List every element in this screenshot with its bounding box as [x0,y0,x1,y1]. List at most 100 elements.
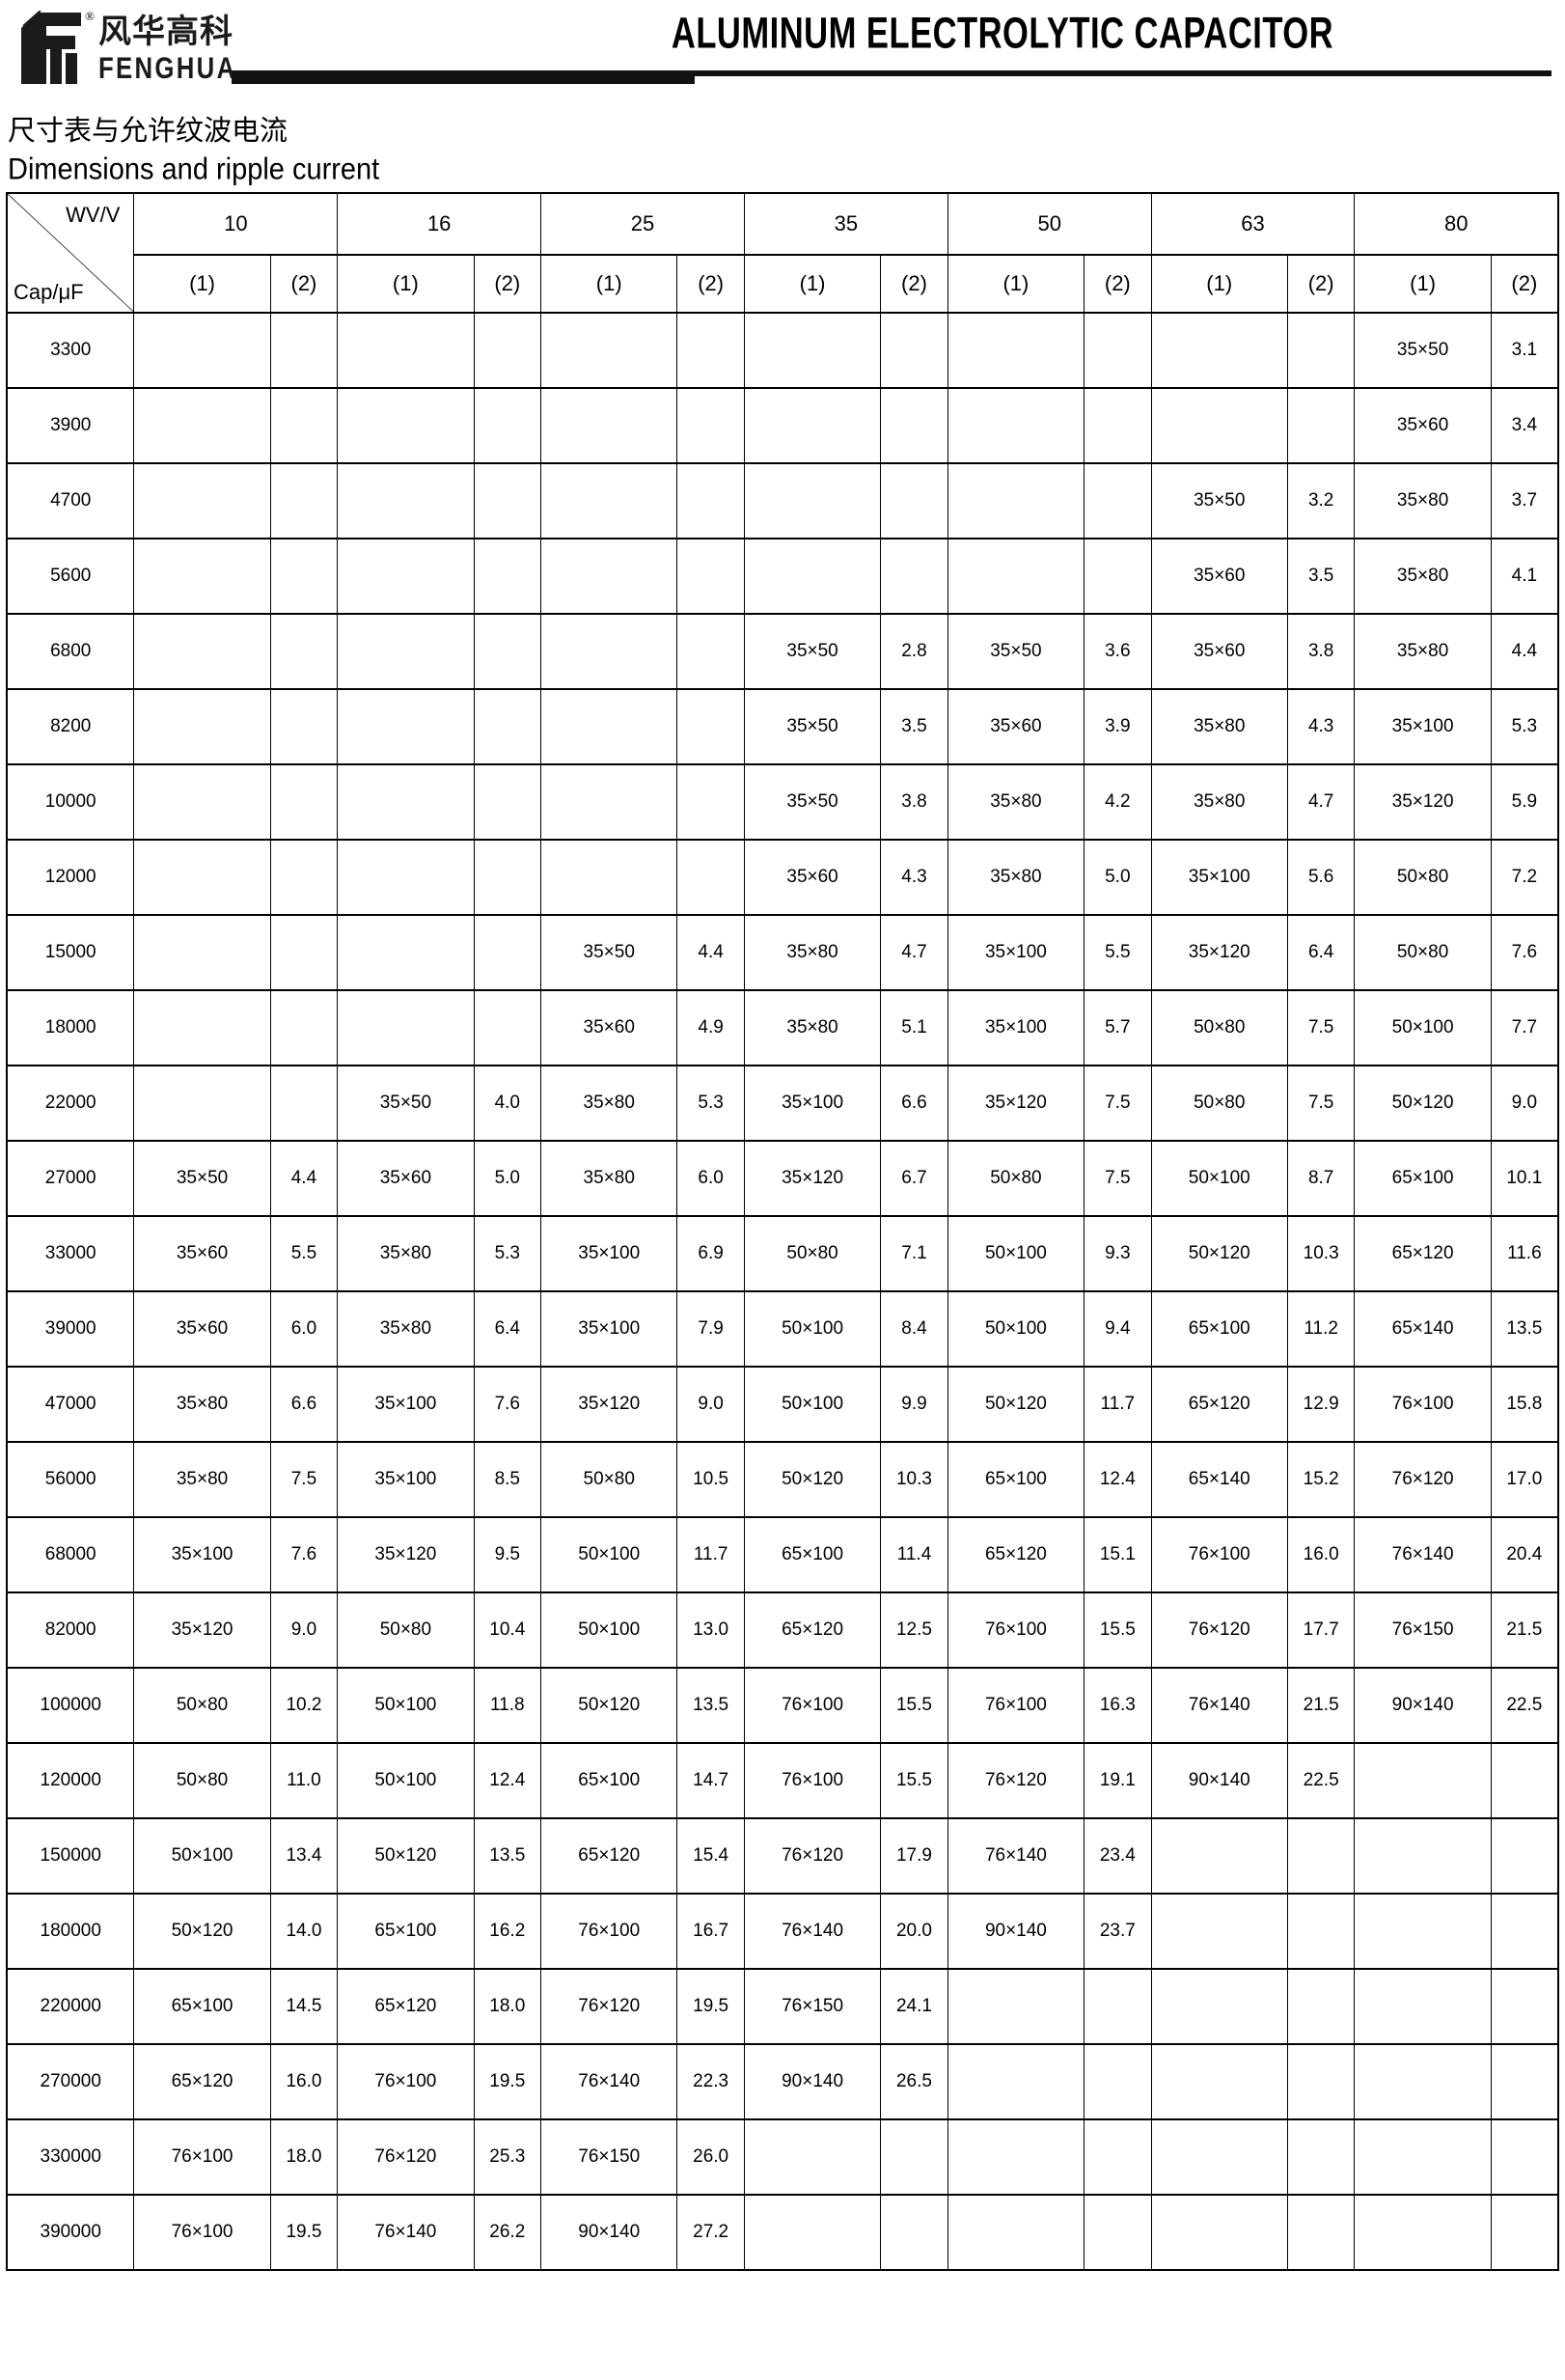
capacitance-cell: 22000 [6,1065,135,1142]
dimension-cell: 76×140 [337,2194,475,2271]
ripple-current-cell: 13.0 [676,1591,745,1669]
voltage-header-80: 80 [1354,192,1559,256]
ripple-current-cell [1490,1817,1559,1895]
dimension-cell [947,2043,1085,2120]
ripple-current-cell [1490,2043,1559,2120]
ripple-current-cell: 26.5 [880,2043,948,2120]
dimension-cell: 65×120 [1354,1215,1492,1292]
ripple-current-cell [473,914,542,991]
ripple-current-cell: 19.5 [473,2043,542,2120]
capacitance-cell: 100000 [6,1667,135,1744]
dimension-cell: 35×120 [947,1065,1085,1142]
dimension-cell: 50×100 [337,1667,475,1744]
capacitance-cell: 18000 [6,989,135,1066]
dimension-cell [540,312,678,389]
ripple-current-cell: 4.7 [880,914,948,991]
dimension-cell: 76×120 [1354,1441,1492,1518]
ripple-current-cell: 15.5 [1084,1591,1152,1669]
ripple-current-cell: 3.4 [1490,387,1559,464]
ripple-current-cell [1490,2118,1559,2196]
subheader-10-ripple: (2) [269,254,339,314]
capacitance-cell: 330000 [6,2118,135,2196]
ripple-current-cell: 17.0 [1490,1441,1559,1518]
dimension-cell: 35×80 [337,1215,475,1292]
dimension-cell: 65×100 [1150,1290,1288,1368]
capacitance-cell: 220000 [6,1968,135,2045]
dimension-cell: 35×50 [540,914,678,991]
ripple-current-cell: 20.0 [880,1893,948,1970]
dimension-cell [337,763,475,841]
ripple-current-cell: 16.3 [1084,1667,1152,1744]
dimension-cell: 90×140 [947,1893,1085,1970]
ripple-current-cell: 3.8 [880,763,948,841]
subheader-35-ripple: (2) [880,254,948,314]
ripple-current-cell: 23.7 [1084,1893,1152,1970]
ripple-current-cell: 9.9 [880,1366,948,1443]
fenghua-logo-mark-icon: ® [17,9,95,86]
dimension-cell: 35×60 [1354,387,1492,464]
corner-header-cell: WV/V Cap/μF [6,192,135,314]
ripple-current-cell: 11.8 [473,1667,542,1744]
ripple-current-cell: 27.2 [676,2194,745,2271]
ripple-current-cell: 6.0 [269,1290,339,1368]
table-row: 82000 35×120 9.0 50×80 10.4 50×100 13.0 65×120 1… [6,1591,1559,1669]
dimension-cell [133,989,271,1066]
ripple-current-cell: 19.5 [676,1968,745,2045]
ripple-current-cell: 24.1 [880,1968,948,2045]
dimension-cell: 65×120 [1150,1366,1288,1443]
dimension-cell [1150,1893,1288,1970]
dimension-cell [743,312,882,389]
ripple-current-cell: 4.4 [269,1140,339,1217]
dimension-cell [1150,2118,1288,2196]
dimension-cell [337,839,475,916]
dimension-cell: 35×80 [947,763,1085,841]
dimension-cell: 35×120 [743,1140,882,1217]
subheader-63-ripple: (2) [1286,254,1356,314]
dimension-cell: 35×60 [1150,613,1288,690]
dimension-cell: 65×100 [947,1441,1085,1518]
table-row: 27000 35×50 4.4 35×60 5.0 35×80 6.0 35×120 6.7 50… [6,1140,1559,1217]
ripple-current-cell: 5.1 [880,989,948,1066]
ripple-current-cell: 19.1 [1084,1742,1152,1819]
dimension-cell: 35×50 [743,688,882,765]
dimension-cell: 76×100 [133,2118,271,2196]
dimension-cell: 35×60 [133,1290,271,1368]
dimension-cell [133,914,271,991]
dimension-cell: 35×80 [133,1366,271,1443]
subheader-35-dimensions: (1) [743,254,882,314]
ripple-current-cell [1084,2118,1152,2196]
ripple-current-cell: 10.2 [269,1667,339,1744]
ripple-current-cell: 3.1 [1490,312,1559,389]
ripple-current-cell: 11.6 [1490,1215,1559,1292]
dimension-cell [337,462,475,540]
ripple-current-cell: 5.9 [1490,763,1559,841]
ripple-current-cell: 22.5 [1490,1667,1559,1744]
dimension-cell: 76×100 [133,2194,271,2271]
ripple-current-cell [676,312,745,389]
subheader-50-dimensions: (1) [947,254,1085,314]
ripple-current-cell [473,763,542,841]
table-row: 3900 35×60 3.4 [6,387,1559,464]
dimension-cell [540,613,678,690]
ripple-current-cell [269,387,339,464]
table-row: 68000 35×100 7.6 35×120 9.5 50×100 11.7 65×100 1… [6,1516,1559,1593]
ripple-current-cell: 3.5 [880,688,948,765]
dimension-cell: 65×120 [133,2043,271,2120]
ripple-current-cell: 19.5 [269,2194,339,2271]
dimension-cell [743,2194,882,2271]
capacitance-cell: 12000 [6,839,135,916]
company-logo: ® 风华高科 FENGHUA [0,7,249,86]
table-row: 8200 35×50 3.5 35×60 3.9 35×80 4.3 35×100 5.3 [6,688,1559,765]
dimension-cell: 76×140 [947,1817,1085,1895]
dimension-cell [133,462,271,540]
table-row: 120000 50×80 11.0 50×100 12.4 65×100 14.7 76×10… [6,1742,1559,1819]
dimensions-ripple-current-table: WV/V Cap/μF 10 16 25 35 50 63 80 (1) (2) (1) (2)(… [6,192,1559,2271]
voltage-header-50: 50 [947,192,1152,256]
subheader-25-ripple: (2) [676,254,745,314]
ripple-current-cell: 18.0 [473,1968,542,2045]
dimension-cell: 65×140 [1150,1441,1288,1518]
ripple-current-cell: 3.9 [1084,688,1152,765]
dimension-cell: 35×80 [540,1140,678,1217]
ripple-current-cell [1084,2043,1152,2120]
ripple-current-cell: 15.2 [1286,1441,1356,1518]
